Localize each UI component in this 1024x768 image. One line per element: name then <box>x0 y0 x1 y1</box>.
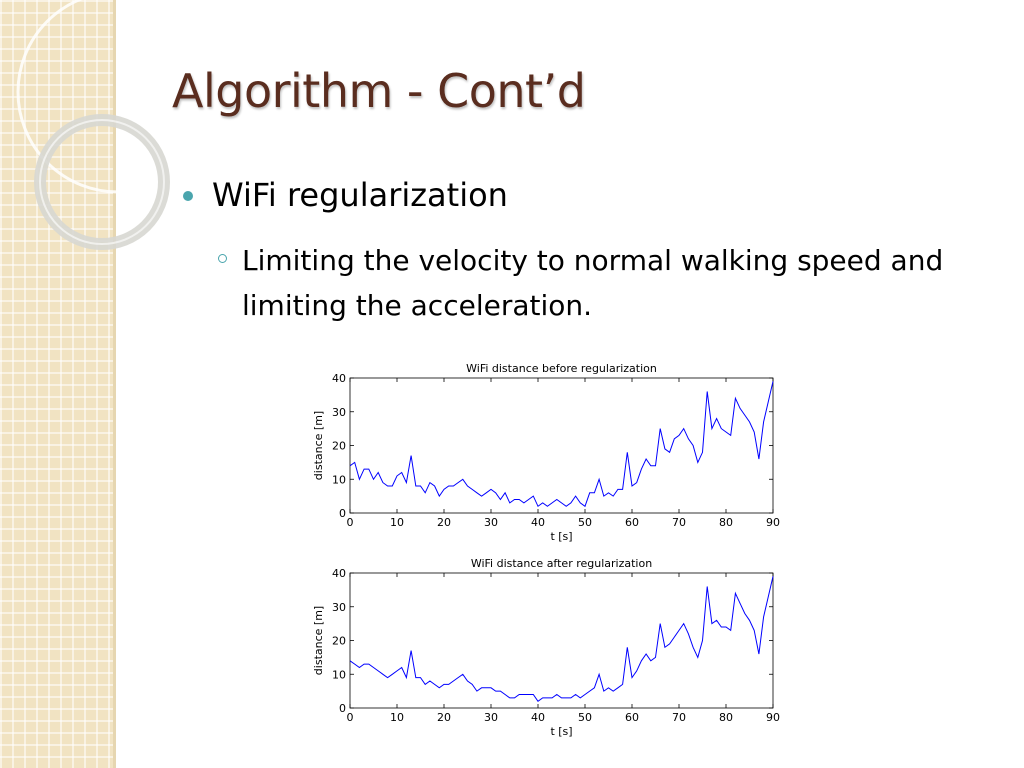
x-tick-label: 50 <box>578 516 592 529</box>
y-tick-label: 10 <box>332 668 346 681</box>
x-tick-label: 60 <box>625 516 639 529</box>
wifi-distance-charts: WiFi distance before regularization 0 10 20… <box>312 362 780 738</box>
decorative-side-strip <box>0 0 113 768</box>
bullet-dot-icon <box>183 191 193 201</box>
y-tick-label: 30 <box>332 406 346 419</box>
y-tick-label: 40 <box>332 372 346 385</box>
y-tick-label: 20 <box>332 440 346 453</box>
slide-title: Algorithm - Cont’d <box>172 64 586 118</box>
x-tick-label: 20 <box>437 516 451 529</box>
x-tick-label: 20 <box>437 711 451 724</box>
y-tick-label: 40 <box>332 567 346 580</box>
y-tick-label: 10 <box>332 473 346 486</box>
bullet-text: WiFi regularization <box>212 176 508 214</box>
x-tick-label: 60 <box>625 711 639 724</box>
x-tick-label: 0 <box>347 516 354 529</box>
x-tick-label: 70 <box>672 711 686 724</box>
plot-frame <box>349 572 774 709</box>
side-strip-edge <box>113 0 116 768</box>
x-tick-label: 10 <box>390 516 404 529</box>
x-tick-label: 10 <box>390 711 404 724</box>
x-tick-label: 40 <box>531 516 545 529</box>
x-axis-label: t [s] <box>550 530 572 543</box>
chart-title: WiFi distance before regularization <box>466 362 657 375</box>
x-tick-label: 40 <box>531 711 545 724</box>
x-axis-label: t [s] <box>550 725 572 738</box>
y-tick-label: 30 <box>332 601 346 614</box>
chart-2: WiFi distance after regularization 0 10 20 3… <box>312 557 780 738</box>
x-tick-label: 50 <box>578 711 592 724</box>
plot-frame <box>349 377 774 514</box>
x-tick-label: 30 <box>484 711 498 724</box>
x-tick-label: 90 <box>766 516 780 529</box>
y-tick-label: 20 <box>332 635 346 648</box>
y-tick-label: 0 <box>339 507 346 520</box>
sub-bullet-text: Limiting the velocity to normal walking … <box>242 244 944 322</box>
x-tick-label: 80 <box>719 711 733 724</box>
x-tick-label: 70 <box>672 516 686 529</box>
x-tick-label: 90 <box>766 711 780 724</box>
x-tick-label: 0 <box>347 711 354 724</box>
x-tick-label: 30 <box>484 516 498 529</box>
y-tick-label: 0 <box>339 702 346 715</box>
x-tick-label: 80 <box>719 516 733 529</box>
series-line <box>349 381 774 508</box>
chart-1: WiFi distance before regularization 0 10 20… <box>312 362 780 543</box>
y-axis-label: distance [m] <box>312 606 325 675</box>
bullet-ring-icon <box>218 254 227 263</box>
chart-title: WiFi distance after regularization <box>471 557 652 570</box>
series-line <box>349 576 774 703</box>
y-axis-label: distance [m] <box>312 411 325 480</box>
